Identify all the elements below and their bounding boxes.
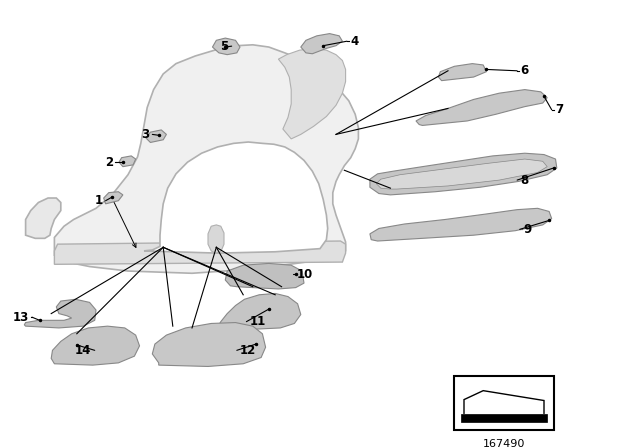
Polygon shape	[54, 241, 346, 264]
Polygon shape	[438, 64, 486, 81]
Polygon shape	[208, 225, 224, 253]
Bar	[461, 414, 547, 422]
Polygon shape	[212, 38, 240, 55]
Text: 11: 11	[250, 315, 266, 328]
Text: 2: 2	[105, 155, 113, 169]
Polygon shape	[218, 293, 301, 329]
Text: 4: 4	[350, 34, 358, 48]
Text: 13: 13	[13, 310, 29, 324]
Text: 3: 3	[141, 128, 149, 141]
Text: 5: 5	[220, 39, 228, 53]
Polygon shape	[54, 45, 358, 273]
Text: 12: 12	[240, 344, 256, 357]
Text: 14: 14	[75, 344, 92, 357]
Bar	[454, 376, 554, 430]
Polygon shape	[144, 142, 328, 253]
Text: 9: 9	[523, 223, 531, 236]
Polygon shape	[24, 299, 96, 328]
Polygon shape	[370, 208, 552, 241]
Polygon shape	[301, 34, 342, 54]
Polygon shape	[51, 326, 140, 365]
Polygon shape	[416, 90, 547, 125]
Polygon shape	[146, 130, 166, 142]
Polygon shape	[152, 323, 266, 366]
Text: 10: 10	[296, 267, 312, 281]
Text: 7: 7	[555, 103, 563, 116]
Polygon shape	[26, 198, 61, 238]
Polygon shape	[370, 153, 557, 195]
Text: 167490: 167490	[483, 439, 525, 448]
Polygon shape	[225, 263, 304, 289]
Polygon shape	[376, 159, 547, 189]
Text: 6: 6	[520, 64, 529, 78]
Polygon shape	[119, 156, 136, 167]
Polygon shape	[104, 192, 123, 204]
Text: 8: 8	[520, 173, 529, 187]
Text: 1: 1	[94, 194, 102, 207]
Polygon shape	[278, 48, 346, 139]
